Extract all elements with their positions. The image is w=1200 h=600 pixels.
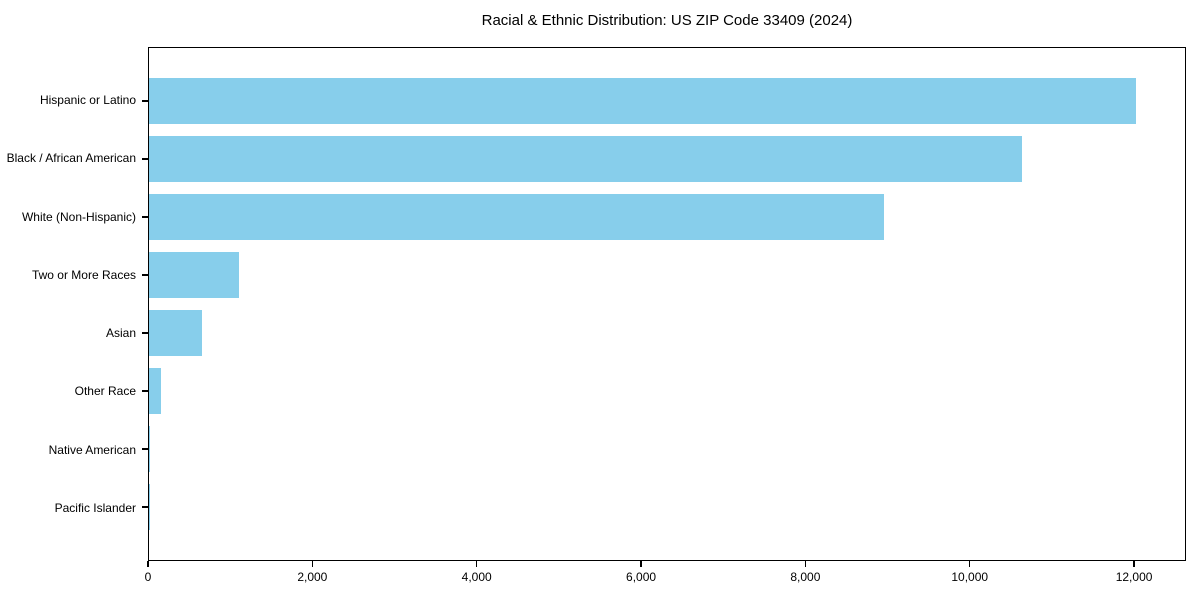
x-tick-mark (640, 561, 642, 567)
y-label-row: Two or More Races (0, 246, 136, 304)
bar (149, 368, 162, 414)
x-tick-label: 8,000 (790, 570, 821, 584)
bar (149, 136, 1023, 182)
bars-container (141, 48, 1185, 560)
x-tick-label: 10,000 (951, 570, 989, 584)
x-tick-label: 6,000 (626, 570, 657, 584)
bar (149, 426, 151, 472)
bar-row (141, 246, 1185, 304)
x-tick-label: 12,000 (1115, 570, 1153, 584)
y-tick-mark (141, 506, 148, 508)
bar-row (141, 362, 1185, 420)
x-tick-mark (1133, 561, 1135, 567)
y-tick-label: Asian (105, 326, 136, 341)
y-label-row: Native American (0, 421, 136, 479)
y-tick-label: Native American (48, 442, 136, 457)
y-tick-mark (141, 332, 148, 334)
y-axis-labels: Hispanic or Latino Black / African Americ… (0, 47, 136, 561)
x-tick-mark (968, 561, 971, 567)
y-tick-mark (141, 448, 148, 450)
y-tick-label: Black / African American (6, 151, 136, 166)
y-tick-label: White (Non-Hispanic) (21, 209, 136, 224)
x-tick-mark (804, 561, 807, 567)
y-tick-label: Pacific Islander (54, 500, 136, 515)
y-label-row: White (Non-Hispanic) (0, 188, 136, 246)
y-tick-mark (141, 274, 148, 276)
y-label-row: Hispanic or Latino (0, 71, 136, 129)
y-label-row: Asian (0, 304, 136, 362)
bar-row (141, 304, 1185, 362)
y-label-row: Other Race (0, 362, 136, 420)
x-tick-label: 4,000 (461, 570, 492, 584)
bar-row (141, 188, 1185, 246)
bar (149, 310, 203, 356)
chart-title: Racial & Ethnic Distribution: US ZIP Cod… (481, 12, 853, 29)
bar (149, 194, 884, 240)
x-tick-mark (475, 561, 478, 567)
bar-row (141, 130, 1185, 188)
bar-row (141, 72, 1185, 130)
y-tick-label: Hispanic or Latino (39, 93, 136, 108)
y-label-row: Pacific Islander (0, 479, 136, 537)
bar-row (141, 478, 1185, 536)
y-tick-label: Two or More Races (31, 267, 136, 282)
bar (149, 78, 1136, 124)
y-label-row: Black / African American (0, 129, 136, 187)
bar (149, 252, 240, 298)
bar-row (141, 420, 1185, 478)
x-tick-mark (147, 561, 149, 567)
y-tick-label: Other Race (74, 384, 136, 399)
y-tick-mark (141, 390, 148, 392)
x-tick-label: 2,000 (297, 570, 328, 584)
y-tick-mark (141, 158, 148, 160)
y-tick-mark (141, 100, 148, 102)
y-tick-mark (141, 216, 148, 218)
x-tick-mark (311, 561, 314, 567)
x-tick-label: 0 (144, 570, 152, 584)
plot-area (141, 47, 1186, 561)
